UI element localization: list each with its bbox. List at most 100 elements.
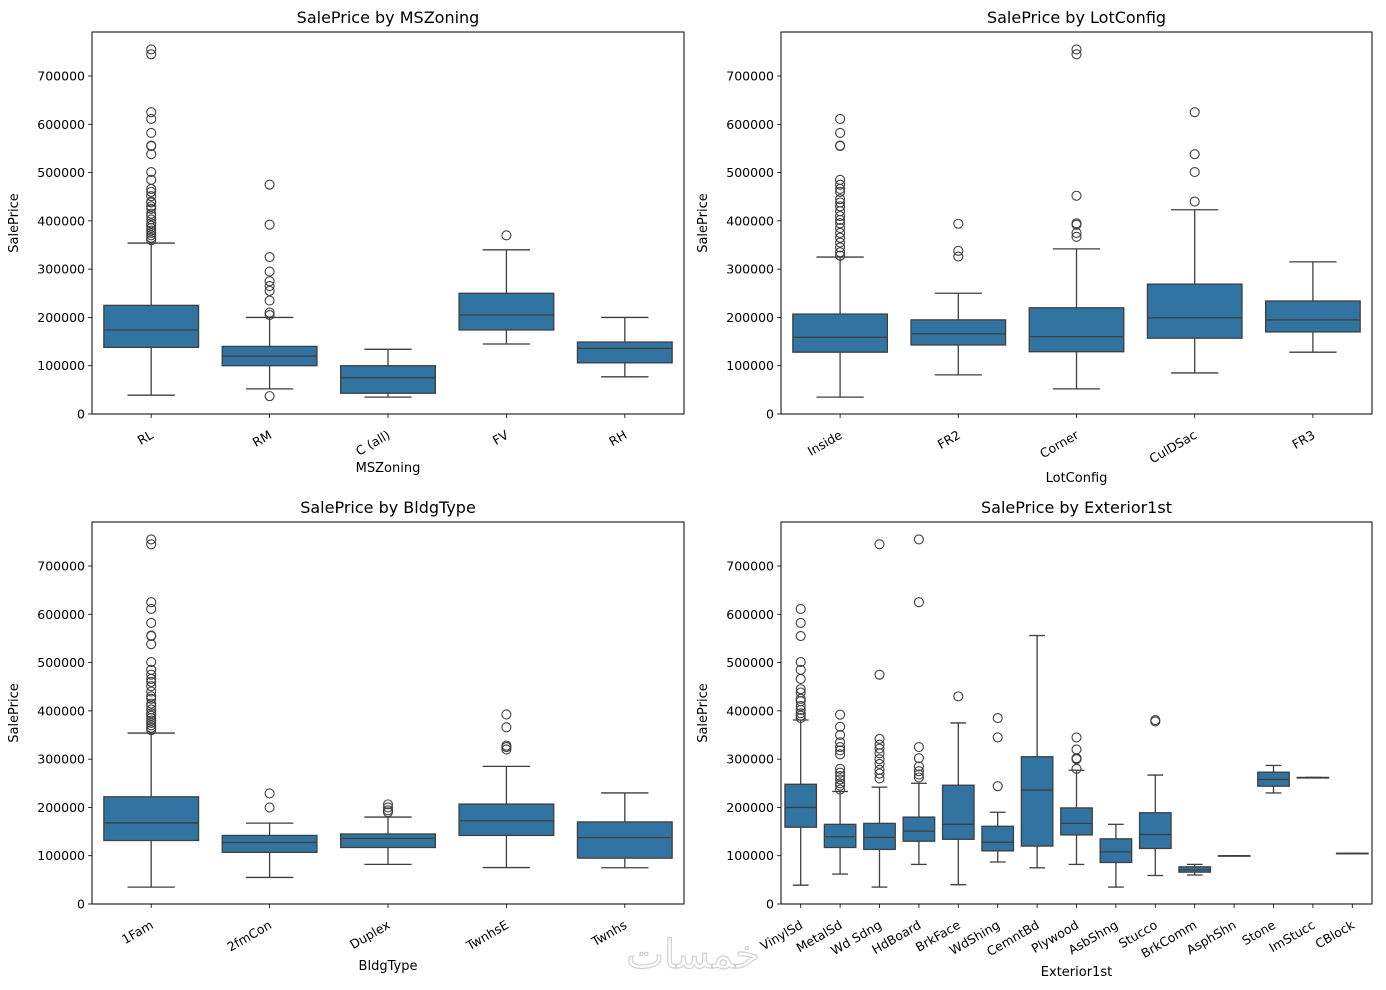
outlier-point <box>835 770 846 782</box>
box-iqr <box>576 821 673 859</box>
box-wdshing <box>981 713 1015 863</box>
box-fv <box>458 230 555 345</box>
outlier-point <box>1071 732 1082 743</box>
outlier-point <box>795 673 806 685</box>
x-tick-label: FR2 <box>935 427 963 452</box>
box-twnhs <box>576 792 673 869</box>
outlier-point <box>795 693 806 704</box>
y-axis-label: SalePrice <box>696 193 711 253</box>
outlier-point <box>874 758 885 770</box>
outlier-point <box>835 194 846 205</box>
x-tick-label: ImStucc <box>1266 917 1317 955</box>
box-iqr <box>1020 756 1054 847</box>
outlier-point <box>146 539 157 550</box>
outlier-point <box>835 247 846 258</box>
plot-frame <box>91 521 685 905</box>
outlier-point <box>146 220 157 231</box>
box-iqr <box>103 796 200 842</box>
outlier-point <box>382 802 394 813</box>
box-iqr <box>1264 300 1361 333</box>
y-tick-label: 600000 <box>37 607 85 622</box>
outlier-point <box>264 295 275 306</box>
outlier-point <box>835 250 846 261</box>
outlier-point <box>264 309 275 321</box>
y-tick-label: 600000 <box>37 117 85 132</box>
outlier-point <box>146 698 157 709</box>
y-tick-label: 700000 <box>37 69 85 84</box>
outlier-point <box>795 700 806 712</box>
outlier-point <box>1071 49 1082 60</box>
outlier-point <box>835 127 846 139</box>
outlier-point <box>835 179 846 190</box>
outlier-point <box>874 773 885 784</box>
plot-frame <box>780 521 1373 905</box>
outlier-point <box>1189 196 1200 207</box>
outlier-point <box>501 230 512 241</box>
y-tick-label: 0 <box>77 407 85 422</box>
y-tick-label: 600000 <box>726 607 774 622</box>
box-iqr <box>910 319 1007 346</box>
outlier-point <box>835 767 846 778</box>
chart-title: SalePrice by MSZoning <box>297 8 480 27</box>
outlier-point <box>146 107 157 118</box>
box-iqr <box>1146 283 1243 339</box>
box-wd-sdng <box>863 539 896 888</box>
outlier-point <box>1071 219 1082 230</box>
outlier-point <box>146 167 157 178</box>
outlier-point <box>835 113 846 125</box>
outlier-point <box>146 700 157 712</box>
box-vinylsd <box>784 603 818 886</box>
outlier-point <box>264 252 275 263</box>
x-tick-label: FV <box>490 427 512 448</box>
outlier-point <box>913 772 924 783</box>
outlier-point <box>1071 227 1082 238</box>
outlier-point <box>146 686 157 697</box>
outlier-point <box>146 691 157 702</box>
outlier-point <box>835 140 846 152</box>
y-tick-label: 600000 <box>726 117 774 132</box>
box-culdsac <box>1146 107 1243 374</box>
x-tick-label: RH <box>606 427 629 449</box>
x-tick-label: 1Fam <box>119 917 156 947</box>
box-rh <box>576 316 673 378</box>
outlier-point <box>835 745 846 756</box>
outlier-point <box>146 191 157 202</box>
outlier-point <box>835 729 846 741</box>
y-axis-label: SalePrice <box>7 193 22 253</box>
outlier-point <box>264 788 275 799</box>
outlier-point <box>146 617 157 629</box>
outlier-point <box>913 761 924 772</box>
outlier-point <box>146 230 157 241</box>
outlier-point <box>795 630 806 642</box>
outlier-point <box>874 669 885 680</box>
outlier-point <box>913 753 924 764</box>
box-cblock <box>1335 852 1369 855</box>
box-iqr <box>339 833 437 849</box>
y-tick-label: 700000 <box>726 559 774 574</box>
box-rl <box>103 44 200 396</box>
outlier-point <box>835 183 846 195</box>
y-tick-label: 500000 <box>726 165 774 180</box>
outlier-point <box>146 681 157 692</box>
outlier-point <box>1189 149 1200 160</box>
outlier-point <box>146 113 157 125</box>
watermark-text: خمسات <box>626 932 759 978</box>
outlier-point <box>795 684 806 695</box>
outlier-point <box>146 201 157 212</box>
outlier-point <box>146 717 157 728</box>
outlier-point <box>146 227 157 238</box>
y-tick-label: 500000 <box>37 655 85 670</box>
outlier-point <box>795 713 806 724</box>
outlier-point <box>264 280 275 292</box>
y-axis-label: SalePrice <box>696 683 711 743</box>
x-tick-label: Duplex <box>347 917 392 952</box>
outlier-point <box>835 237 846 248</box>
outlier-point <box>1071 44 1082 55</box>
outlier-point <box>795 657 806 668</box>
outlier-point <box>382 807 394 818</box>
outlier-point <box>146 720 157 731</box>
outlier-point <box>501 709 512 720</box>
outlier-point <box>146 713 157 724</box>
y-tick-label: 200000 <box>726 800 774 815</box>
